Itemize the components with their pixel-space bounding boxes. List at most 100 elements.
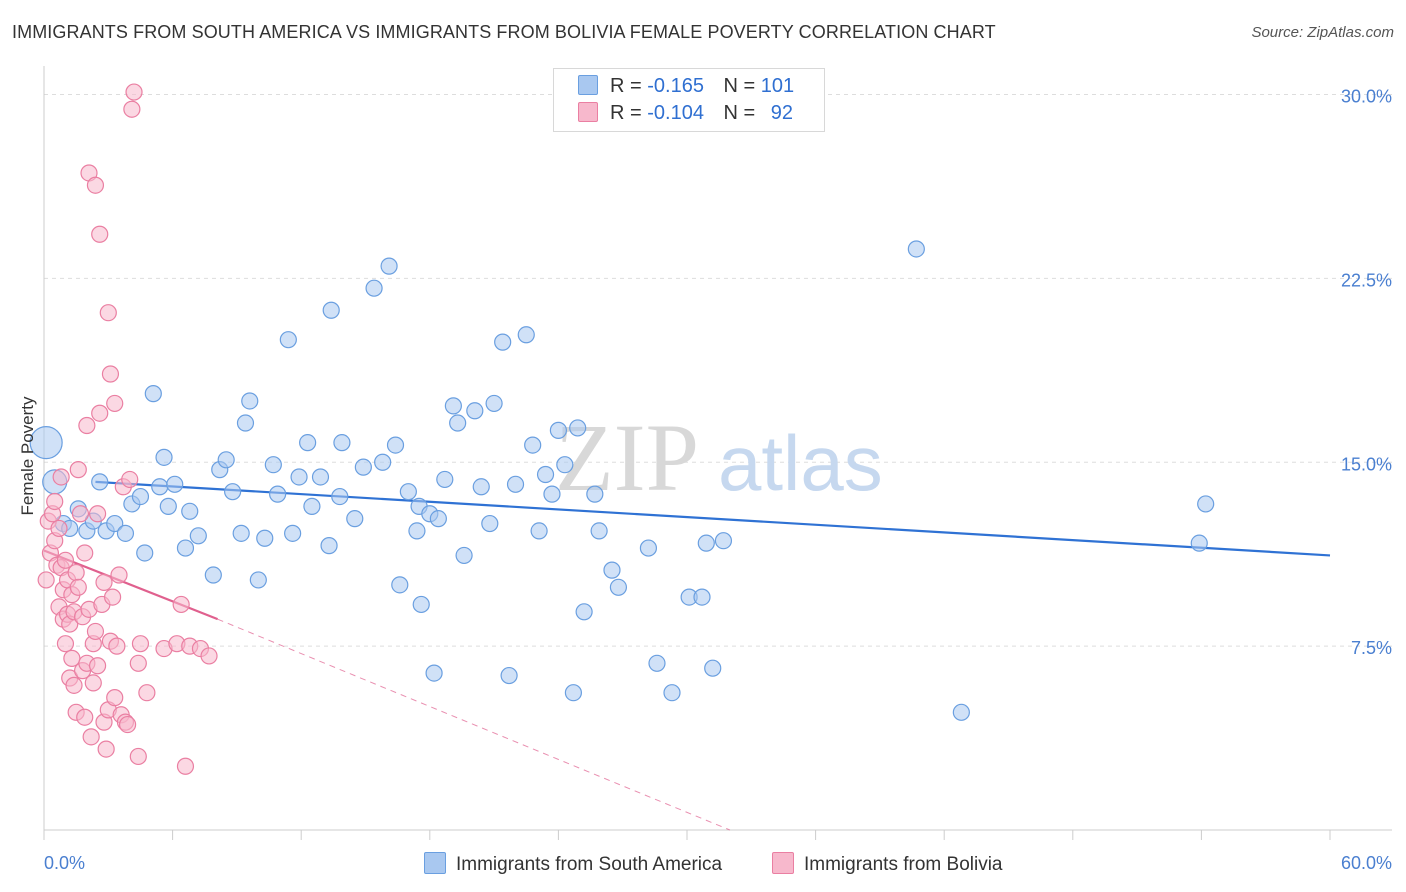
bolivia-point (56, 551, 75, 569)
south-america-point (663, 684, 681, 702)
south-america-point (536, 465, 555, 484)
south-america-point (639, 539, 658, 557)
bolivia-point (118, 715, 137, 734)
south-america-point (648, 654, 666, 672)
south-america-point (204, 566, 222, 584)
south-america-point (217, 451, 235, 469)
south-america-point (365, 279, 383, 297)
legend-label: Immigrants from Bolivia (804, 854, 1003, 875)
south-america-point (455, 546, 473, 565)
bolivia-point (46, 492, 64, 511)
bolivia-point (106, 394, 124, 413)
south-america-point (331, 487, 349, 506)
south-america-point (391, 576, 409, 594)
tick-labels: 7.5% 15.0% 22.5% 30.0% 0.0% 60.0% (44, 87, 1392, 873)
bolivia-point (84, 674, 102, 692)
bolivia-point (91, 404, 109, 422)
south-america-point (449, 414, 467, 432)
south-america-point (106, 514, 124, 533)
legend-row-bolivia: R = -0.104 N = 92 (578, 102, 793, 126)
source-label: Source: ZipAtlas.com (1251, 24, 1394, 41)
bolivia-point (108, 637, 126, 655)
n-value: 101 (760, 75, 795, 97)
blue-swatch (578, 75, 598, 95)
bolivia-point (69, 461, 87, 479)
y-tick-label: 15.0% (1341, 454, 1392, 474)
n-value: 92 (770, 102, 794, 124)
south-america-point (444, 397, 462, 415)
bolivia-point (76, 708, 94, 726)
south-america-point (517, 326, 535, 344)
south-america-point (693, 588, 711, 606)
south-america-point (481, 514, 499, 533)
south-america-trend-line (95, 480, 1331, 557)
south-america-point (575, 603, 593, 621)
south-america-point (412, 595, 430, 614)
r-label: R = (610, 75, 642, 97)
south-america-point (399, 483, 417, 501)
south-america-point (284, 524, 302, 542)
south-america-point (530, 522, 548, 540)
bolivia-point (129, 747, 147, 766)
bolivia-point (103, 588, 122, 606)
south-america-point (346, 510, 364, 528)
data-points (29, 83, 1215, 775)
south-america-point (241, 392, 259, 410)
bolivia-point (88, 505, 107, 523)
bolivia-point (88, 657, 107, 675)
bolivia-point (131, 635, 150, 653)
y-tick-label: 22.5% (1341, 270, 1392, 290)
south-america-point (354, 458, 372, 476)
r-value: -0.104 (647, 102, 704, 124)
n-label: N = (723, 75, 756, 97)
chart-title: IMMIGRANTS FROM SOUTH AMERICA VS IMMIGRA… (12, 22, 996, 42)
south-america-point (590, 522, 608, 540)
south-america-point (436, 470, 454, 489)
south-america-point (374, 453, 392, 471)
bolivia-point (69, 578, 87, 596)
bolivia-trend-extension (217, 618, 731, 831)
y-axis-label: Female Poverty (18, 396, 37, 516)
bolivia-point (125, 83, 143, 101)
south-america-point (380, 257, 398, 275)
south-america-point (408, 522, 426, 540)
south-america-point (543, 485, 561, 503)
south-america-point (506, 475, 525, 493)
south-america-point (485, 394, 503, 413)
south-america-point (425, 664, 443, 682)
south-america-point (256, 529, 274, 547)
bolivia-point (101, 365, 120, 383)
pink-swatch (578, 102, 598, 122)
south-america-point (569, 419, 587, 437)
south-america-point (299, 434, 317, 452)
x-tick-label: 0.0% (44, 853, 85, 873)
south-america-point (91, 473, 109, 491)
bolivia-point (82, 728, 100, 746)
south-america-point (564, 684, 583, 702)
r-label: R = (610, 102, 642, 124)
bolivia-point (106, 689, 124, 707)
south-america-point (131, 487, 150, 506)
south-america-point (907, 240, 925, 258)
bolivia-point (129, 654, 147, 672)
bolivia-point (95, 573, 113, 591)
south-america-point (155, 448, 173, 466)
bolivia-point (37, 571, 55, 589)
south-america-point (320, 537, 338, 555)
south-america-point (322, 301, 340, 319)
south-america-point (269, 485, 287, 503)
south-america-point (429, 510, 447, 528)
south-america-point (311, 468, 330, 486)
bolivia-point (97, 740, 115, 758)
south-america-point (494, 333, 512, 351)
south-america-point (279, 331, 297, 349)
south-america-point (189, 527, 207, 545)
south-america-point (952, 703, 970, 721)
south-america-point (466, 402, 484, 420)
south-america-point (264, 456, 282, 474)
bolivia-point (138, 684, 156, 702)
south-america-point (249, 571, 267, 589)
south-america-point (151, 478, 169, 496)
n-label: N = (723, 102, 756, 124)
south-america-point (181, 502, 199, 520)
